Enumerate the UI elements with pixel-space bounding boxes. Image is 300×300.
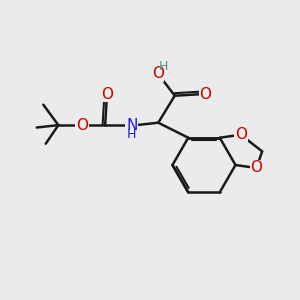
Text: H: H [127,128,136,141]
Text: O: O [250,160,262,175]
Text: O: O [101,87,113,102]
Text: H: H [158,60,168,73]
Text: O: O [152,66,164,81]
Text: O: O [235,127,247,142]
Text: O: O [199,87,211,102]
Text: O: O [76,118,88,133]
Text: N: N [126,118,137,133]
